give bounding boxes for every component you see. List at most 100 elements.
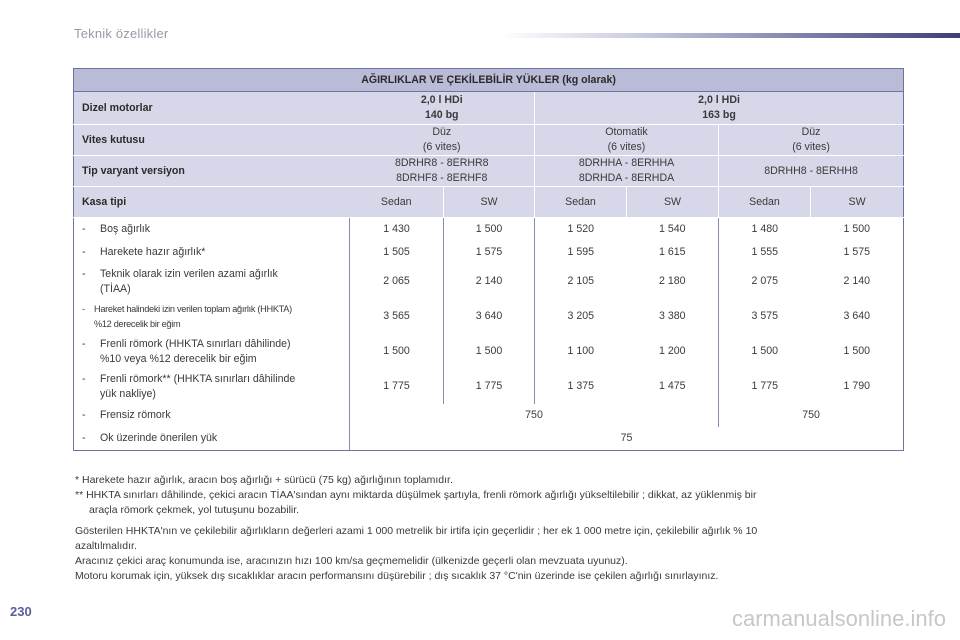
value-cell: 1 500 <box>443 334 535 369</box>
engine-a-line2: 140 bg <box>424 109 459 121</box>
value-cell: 3 565 <box>349 299 444 334</box>
gearbox-a-speeds: (6 vites) <box>422 141 461 153</box>
body-type-cell: Sedan <box>349 186 444 218</box>
footnote-2-cont: araçla römork çekmek, yol tutuşunu bozab… <box>89 504 300 516</box>
row-label-text: Teknik olarak izin verilen azami ağırlık <box>100 267 278 280</box>
paragraph-altitude-cont: azaltılmalıdır. <box>75 540 137 552</box>
value-cell: 3 575 <box>718 299 811 334</box>
row-label-text-cont: (TİAA) <box>100 282 131 295</box>
value-cell: 1 505 <box>349 241 444 264</box>
value-cell: 1 555 <box>718 241 811 264</box>
variant-a-line2: 8DRHF8 - 8ERHF8 <box>396 172 488 184</box>
gearbox-b-type: Otomatik <box>605 126 648 138</box>
body-type-cell: Sedan <box>534 186 627 218</box>
row-label: - Harekete hazır ağırlık* <box>73 241 350 264</box>
row-label-text-cont: %10 veya %12 derecelik bir eğim <box>100 352 257 365</box>
value-cell: 3 640 <box>810 299 905 334</box>
table-row: - Ok üzerinde önerilen yük 75 <box>73 427 905 451</box>
gearbox-label: Vites kutusu <box>73 124 350 156</box>
value-cell: 1 540 <box>658 223 686 235</box>
page-number: 230 <box>10 604 32 619</box>
paragraph-altitude: Gösterilen HHKTA'nın ve çekilebilir ağır… <box>75 525 758 537</box>
towball-value: 75 <box>348 427 905 451</box>
row-label: - Frenli römork (HHKTA sınırları dâhilind… <box>73 334 350 369</box>
value-cell: 1 595 <box>534 241 627 264</box>
value-cell: 1 500 <box>443 217 535 241</box>
value-cell: 1 520 <box>534 217 627 241</box>
body-type-cell: Sedan <box>718 186 811 218</box>
footnote-1: * Harekete hazır ağırlık, aracın boş ağı… <box>75 474 453 486</box>
variant-b-line1: 8DRHHA - 8ERHHA <box>578 157 675 169</box>
value-cell: 1 775 <box>718 369 811 404</box>
value-cell: 2 180 <box>658 275 686 287</box>
table-title-row: AĞIRLIKLAR VE ÇEKİLEBİLİR YÜKLER (kg ola… <box>72 68 905 92</box>
variant-a: 8DRHR8 - 8ERHR8 8DRHF8 - 8ERHF8 <box>349 155 535 187</box>
unbraked-value-a: 750 <box>349 404 719 427</box>
engine-a: 2,0 l HDi 140 bg <box>349 91 535 125</box>
header-decorative-bar <box>500 33 960 38</box>
gearbox-a: Düz (6 vites) <box>349 124 535 156</box>
value-cell: 1 500 <box>349 334 444 369</box>
row-label-text-cont: %12 derecelik bir eğim <box>94 318 181 329</box>
unbraked-value-b: 750 <box>717 404 905 427</box>
gearbox-c: Düz (6 vites) <box>717 124 905 156</box>
row-label: - Ok üzerinde önerilen yük <box>73 427 350 451</box>
row-label: - Frensiz römork <box>73 404 350 427</box>
value-cell: 2 140 <box>443 264 535 299</box>
table-row: - Boş ağırlık 1 430 1 500 1 520 1 540 1 4… <box>73 217 905 241</box>
value-cell: 1 575 <box>810 241 905 264</box>
gearbox-b-speeds: (6 vites) <box>607 141 646 153</box>
value-cell: 2 075 <box>718 264 811 299</box>
row-label-text: Frensiz römork <box>100 409 171 421</box>
table-row: - Teknik olarak izin verilen azami ağırlı… <box>73 264 905 299</box>
row-label: - Boş ağırlık <box>73 217 350 241</box>
footnote-2: ** HHKTA sınırları dâhilinde, çekici ara… <box>75 489 757 501</box>
row-label-text: Harekete hazır ağırlık* <box>100 246 206 258</box>
table-row: - Frenli römork** (HHKTA sınırları dâhili… <box>73 369 905 404</box>
engine-row: Dizel motorlar 2,0 l HDi 140 bg 2,0 l HD… <box>73 91 905 125</box>
value-cell: 1 775 <box>349 369 444 404</box>
value-cell: 2 105 <box>534 264 627 299</box>
row-label-text: Hareket halindeki izin verilen toplam ağ… <box>94 303 292 314</box>
gearbox-c-type: Düz <box>801 126 821 138</box>
row-label-text-cont: yük nakliye) <box>100 387 156 400</box>
value-cell: 1 500 <box>810 334 905 369</box>
row-label: - Hareket halindeki izin verilen toplam a… <box>73 299 350 334</box>
body-type-cell: SW <box>443 186 535 218</box>
value-cell: 1 430 <box>349 217 444 241</box>
value-cell: 2 065 <box>349 264 444 299</box>
gearbox-a-type: Düz <box>432 126 452 138</box>
value-cell: 1 480 <box>718 217 811 241</box>
gearbox-c-speeds: (6 vites) <box>792 141 830 153</box>
value-cell: 1 615 <box>658 246 686 258</box>
paragraph-temperature: Motoru korumak için, yüksek dış sıcaklık… <box>75 570 719 582</box>
value-cell: 1 575 <box>443 241 535 264</box>
table-row: - Harekete hazır ağırlık* 1 505 1 575 1 5… <box>73 241 905 264</box>
variant-label: Tip varyant versiyon <box>73 155 350 187</box>
gearbox-row: Vites kutusu Düz (6 vites) Otomatik (6 v… <box>73 124 905 156</box>
body-type-label: Kasa tipi <box>73 186 350 218</box>
value-cell: 1 200 <box>658 345 686 357</box>
value-cell: 1 100 <box>534 334 627 369</box>
value-cell: 1 500 <box>810 217 905 241</box>
value-cell: 1 790 <box>810 369 905 404</box>
body-type-cell: SW <box>626 186 719 218</box>
value-cell: 1 375 <box>534 369 627 404</box>
engine-label: Dizel motorlar <box>73 91 350 125</box>
engine-b: 2,0 l HDi 163 bg <box>533 91 905 125</box>
footnotes: * Harekete hazır ağırlık, aracın boş ağı… <box>75 473 895 584</box>
row-label-text: Ok üzerinde önerilen yük <box>100 432 218 444</box>
table-row: - Frenli römork (HHKTA sınırları dâhilind… <box>73 334 905 369</box>
gearbox-b: Otomatik (6 vites) <box>534 124 719 156</box>
row-label-text: Frenli römork (HHKTA sınırları dâhilinde… <box>100 337 291 350</box>
engine-a-line1: 2,0 l HDi <box>420 94 463 106</box>
variant-a-line1: 8DRHR8 - 8ERHR8 <box>394 157 489 169</box>
variant-row: Tip varyant versiyon 8DRHR8 - 8ERHR8 8DR… <box>73 155 905 187</box>
value-cell: 2 140 <box>810 264 905 299</box>
table-row: - Hareket halindeki izin verilen toplam a… <box>73 299 905 334</box>
value-cell: 3 380 <box>658 310 686 322</box>
weights-table: AĞIRLIKLAR VE ÇEKİLEBİLİR YÜKLER (kg ola… <box>72 68 905 451</box>
row-label-text: Boş ağırlık <box>100 223 151 235</box>
value-cell: 3 205 <box>534 299 627 334</box>
value-cell: 1 500 <box>718 334 811 369</box>
